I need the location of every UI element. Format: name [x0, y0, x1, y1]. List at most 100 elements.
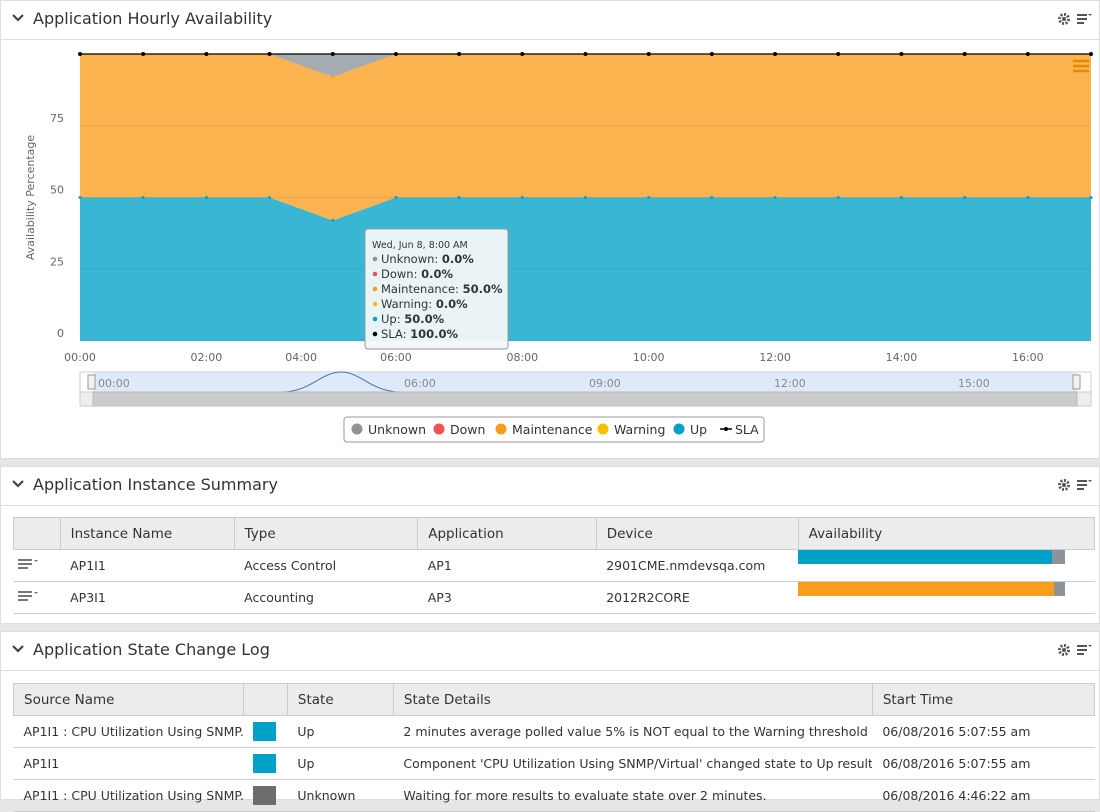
- source-cell: AP1I1: [13, 747, 244, 780]
- tooltip-value: 100.0%: [410, 327, 458, 341]
- tooltip-box: [364, 228, 509, 350]
- panel-icons[interactable]: [1057, 477, 1093, 493]
- point-marker: [836, 196, 840, 199]
- tooltip-label: Warning:: [381, 297, 436, 311]
- time-cell: 06/08/2016 4:46:22 am: [872, 779, 1095, 812]
- tooltip-dot: [372, 301, 378, 307]
- state-swatch: [253, 754, 277, 773]
- scroll-thumb: [92, 391, 1078, 407]
- log-table: Source Name State State Details Start Time A…: [13, 683, 1096, 812]
- collapse-icon[interactable]: [11, 13, 25, 23]
- point-marker: [710, 196, 714, 199]
- point-marker: [836, 52, 841, 56]
- tooltip-label: Up:: [381, 312, 404, 326]
- row-menu[interactable]: [13, 581, 61, 614]
- header-cell: State Details: [392, 683, 873, 716]
- chart-menu: [1073, 59, 1089, 73]
- panel-title: Application Hourly Availability: [33, 9, 273, 28]
- header-cell: Start Time: [871, 683, 1096, 716]
- point-marker: [583, 52, 588, 56]
- legend-symbol: [597, 423, 609, 435]
- table-cell: AP1I1: [60, 549, 235, 582]
- header-cell: [13, 517, 61, 550]
- collapse-icon[interactable]: [11, 479, 25, 489]
- table-cell: 2901CME.nmdevsqa.com: [596, 549, 799, 582]
- table-cell: AP3I1: [60, 581, 235, 614]
- x-tick-label: 12:00: [759, 351, 791, 364]
- details-cell: Component 'CPU Utilization Using SNMP/Vi…: [393, 747, 873, 780]
- legend-label: Down: [450, 422, 485, 437]
- tooltip-item: Maintenance: 50.0%: [381, 282, 503, 296]
- collapse-icon[interactable]: [11, 644, 25, 654]
- legend-label: Unknown: [368, 422, 426, 437]
- source-cell: AP1I1 : CPU Utilization Using SNMP...: [13, 779, 244, 812]
- time-cell: 06/08/2016 5:07:55 am: [872, 715, 1095, 748]
- legend-item: Warning: [597, 422, 665, 437]
- header-cell: [242, 683, 288, 716]
- row-menu[interactable]: [13, 549, 61, 582]
- time-cell: 06/08/2016 5:07:55 am: [872, 747, 1095, 780]
- point-marker: [773, 52, 778, 56]
- state-cell: Up: [287, 715, 394, 748]
- point-marker: [331, 75, 335, 79]
- panel-icons[interactable]: [1057, 642, 1093, 658]
- tooltip-label: Unknown:: [381, 252, 442, 266]
- tooltip-item: Warning: 0.0%: [381, 297, 468, 311]
- navigator-range: [93, 372, 1077, 392]
- point-marker: [78, 52, 82, 56]
- x-tick-label: 02:00: [191, 351, 223, 364]
- chart: 0 25 50 75 00:00 02:00 04:00 06:00 08:00 10:00 12:…: [24, 52, 1093, 443]
- panel-icons[interactable]: [1057, 11, 1093, 27]
- x-tick-label: 04:00: [285, 351, 317, 364]
- point-marker: [773, 196, 777, 199]
- tooltip-value: 50.0%: [404, 312, 444, 326]
- header-cell: Type: [233, 517, 419, 550]
- tooltip-label: SLA:: [381, 327, 410, 341]
- legend-box: [343, 416, 765, 443]
- point-marker: [331, 218, 335, 222]
- hourly-panel: Application Hourly Availability 0 25 50 75 0…: [0, 0, 1100, 459]
- table-cell: AP1: [417, 549, 597, 582]
- tooltip-dot: [372, 271, 378, 277]
- header-row: Instance Name Type Application Device Availa…: [13, 517, 1096, 550]
- header-cell: Device: [595, 517, 799, 550]
- x-tick-label: 06:00: [380, 351, 412, 364]
- table-cell: Access Control: [234, 549, 418, 582]
- point-marker: [1089, 52, 1093, 56]
- tooltip-label: Maintenance:: [381, 282, 463, 296]
- navigator-line: [80, 371, 1091, 393]
- table-row: AP1I1 : CPU Utilization Using SNMP... Up 2…: [13, 715, 1095, 748]
- header-cell: Application: [417, 517, 597, 550]
- y-axis-title: Availability Percentage: [24, 135, 37, 261]
- tooltip-value: 0.0%: [436, 297, 468, 311]
- tooltip-label: Down:: [381, 267, 421, 281]
- details-cell: 2 minutes average polled value 5% is NOT…: [393, 715, 873, 748]
- point-marker: [899, 52, 904, 56]
- availability-cell: [798, 581, 1095, 614]
- x-tick-label: 14:00: [886, 351, 918, 364]
- panel-header: Application State Change Log: [1, 632, 1099, 671]
- tooltip-value: 0.0%: [442, 252, 474, 266]
- state-swatch: [253, 786, 277, 805]
- panel-title: Application State Change Log: [33, 640, 270, 659]
- header-cell: Availability: [797, 517, 1096, 550]
- tooltip-item: Up: 50.0%: [381, 312, 445, 326]
- legend-symbol: [433, 423, 445, 435]
- tooltip-dot: [372, 256, 378, 262]
- point-marker: [457, 52, 462, 56]
- legend-item: Down: [433, 422, 485, 437]
- legend-symbol: [673, 423, 685, 435]
- header-row: Source Name State State Details Start Time: [13, 683, 1096, 716]
- point-marker: [709, 52, 714, 56]
- details-cell: Waiting for more results to evaluate sta…: [393, 779, 873, 812]
- table-row: AP1I1 : CPU Utilization Using SNMP... Unk…: [13, 779, 1095, 812]
- point-marker: [457, 196, 461, 199]
- legend-item: SLA: [720, 422, 759, 437]
- legend-label: SLA: [735, 422, 759, 437]
- log-panel: Application State Change Log Source Name…: [0, 631, 1100, 812]
- table-row: AP3I1 Accounting AP3 2012R2CORE: [13, 581, 1095, 614]
- point-marker: [204, 196, 208, 199]
- navigator-label: 00:00: [98, 377, 130, 390]
- point-marker: [330, 52, 335, 56]
- area: [80, 54, 1091, 221]
